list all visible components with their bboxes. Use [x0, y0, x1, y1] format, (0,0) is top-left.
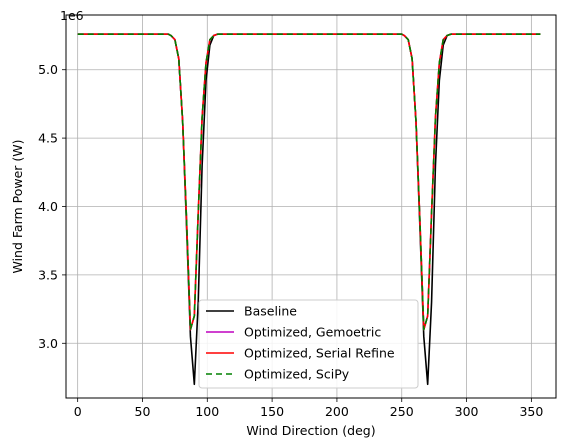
series-line-optimized-scipy [77, 33, 541, 331]
x-tick-label: 50 [135, 404, 151, 419]
y-axis-label: Wind Farm Power (W) [10, 139, 25, 273]
y-tick-label: 5.0 [38, 62, 58, 77]
y-tick-label: 3.5 [38, 267, 58, 282]
legend-label: Optimized, Serial Refine [244, 346, 395, 361]
x-tick-label: 200 [325, 404, 349, 419]
legend-label: Baseline [244, 304, 297, 319]
x-axis-label: Wind Direction (deg) [246, 423, 375, 438]
x-tick-label: 150 [260, 404, 284, 419]
y-tick-label: 4.0 [38, 199, 58, 214]
grid [66, 15, 556, 398]
y-axis-ticks: 3.0 3.5 4.0 4.5 5.0 [38, 62, 66, 351]
y-tick-label: 3.0 [38, 336, 58, 351]
x-axis-ticks: 0 50 100 150 200 250 300 350 [74, 398, 543, 419]
series-lines [77, 33, 541, 386]
x-tick-label: 250 [390, 404, 414, 419]
legend-label: Optimized, Gemoetric [244, 325, 381, 340]
legend: Baseline Optimized, Gemoetric Optimized, S… [198, 299, 419, 389]
x-tick-label: 350 [519, 404, 543, 419]
legend-label: Optimized, SciPy [244, 367, 350, 382]
x-tick-label: 0 [74, 404, 82, 419]
y-tick-label: 4.5 [38, 131, 58, 146]
legend-box [198, 299, 419, 389]
x-tick-label: 100 [195, 404, 219, 419]
y-offset-label: 1e6 [60, 8, 84, 23]
x-tick-label: 300 [455, 404, 479, 419]
